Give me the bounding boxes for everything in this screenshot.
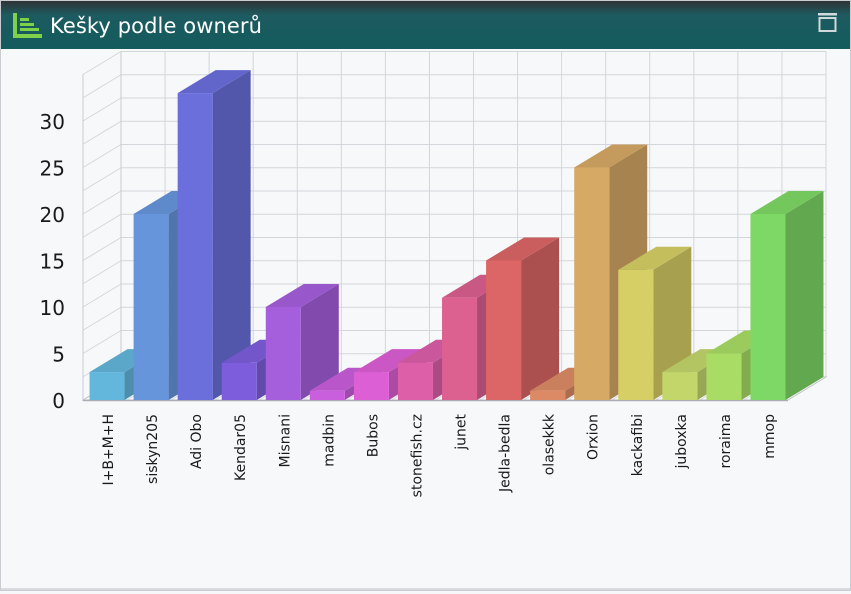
title-bar: Kešky podle ownerů (1, 1, 850, 49)
bar-Kendar05 (221, 362, 257, 400)
grid-line-side (82, 330, 122, 354)
bar-top (353, 349, 427, 373)
bar-madbin (309, 390, 345, 400)
grid-line-side (82, 120, 122, 145)
bar-side (212, 70, 251, 400)
x-tick-label: kackafibi (630, 414, 646, 476)
bar-top (750, 191, 824, 214)
bar-top (177, 70, 251, 94)
bar-siskyn205 (133, 214, 169, 400)
grid-line-side (82, 190, 122, 215)
bar-side (785, 191, 824, 400)
x-tick-label: madbin (321, 414, 337, 467)
grid-line-side (82, 283, 122, 308)
grid-line-side (82, 167, 122, 192)
x-tick-label: roraima (718, 414, 734, 468)
x-tick-label: siskyn205 (145, 414, 161, 484)
y-tick-label: 20 (40, 203, 65, 227)
bar-juboxka (662, 372, 698, 400)
bar-top (486, 237, 560, 261)
chart-area: 0 5 10 15 20 25 30 I+B+M+H siskyn205 Adi Obo Kenda… (1, 49, 850, 590)
bar-Bubos (353, 372, 389, 400)
bar-chart-3d: 0 5 10 15 20 25 30 I+B+M+H siskyn205 Adi Obo Kenda… (40, 51, 828, 497)
bar-side (300, 284, 339, 400)
x-tick-label: Misnani (277, 414, 293, 467)
y-tick-label: 0 (52, 389, 65, 413)
x-tick-label: Kendar05 (233, 414, 249, 481)
grid-line-side (82, 306, 122, 331)
grid-line-side (82, 144, 122, 168)
grid-line-side (82, 74, 122, 99)
bar-roraima (706, 353, 742, 400)
bar-top (265, 284, 339, 307)
grid-line-side (82, 51, 122, 75)
x-tick-label: I+B+M+H (101, 414, 117, 486)
bar-Adi Obo (177, 93, 213, 400)
bar-top (574, 144, 648, 168)
grid-line-side (82, 213, 122, 238)
bar-mmop (750, 214, 786, 400)
bar-junet (442, 297, 478, 400)
y-tick-label: 5 (52, 343, 65, 367)
grid-line-side (82, 97, 122, 122)
bar-olasekkk (530, 390, 566, 400)
y-tick-label: 30 (40, 110, 65, 134)
grid-line-side (82, 260, 122, 285)
x-tick-label: Adi Obo (189, 414, 205, 469)
x-tick-label: juboxka (674, 414, 690, 470)
y-tick-label: 15 (40, 250, 65, 274)
x-tick-label: junet (454, 414, 470, 451)
bar-top (618, 246, 692, 270)
x-tick-label: stonefish.cz (409, 414, 425, 497)
x-tick-label: Orxion (586, 414, 602, 460)
bar-Misnani (265, 307, 301, 400)
bar-stonefish.cz (397, 362, 433, 400)
x-tick-label: Jedla-bedla (498, 414, 514, 493)
bar-Orxion (574, 167, 610, 400)
y-tick-label: 10 (40, 296, 65, 320)
bar-side (521, 237, 560, 400)
x-tick-label: Bubos (365, 414, 381, 457)
bar-Jedla-bedla (486, 260, 522, 400)
window-title: Kešky podle ownerů (50, 14, 263, 38)
bar-kackafibi (618, 269, 654, 400)
window-bottom-edge (1, 588, 850, 590)
x-tick-label: olasekkk (542, 413, 558, 475)
y-tick-label: 25 (40, 157, 65, 181)
bar-list-icon (13, 13, 42, 38)
bar-I+B+M+H (89, 372, 125, 400)
grid-line-side (82, 237, 122, 261)
x-tick-label: mmop (762, 414, 778, 459)
maximize-icon[interactable] (817, 12, 838, 33)
